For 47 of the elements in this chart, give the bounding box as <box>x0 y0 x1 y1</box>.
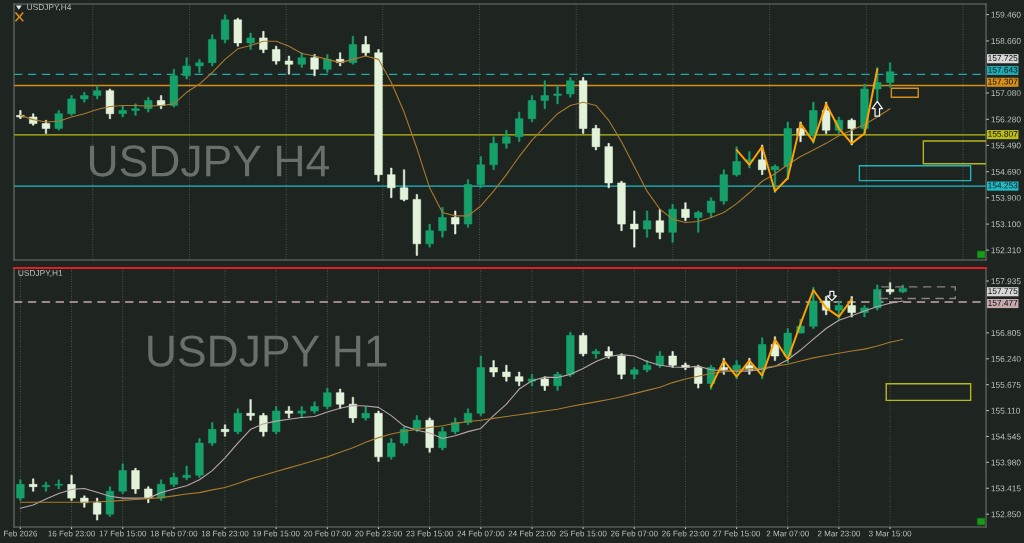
x-tick-label: 16 Feb 23:00 <box>48 530 95 537</box>
y-tick-label: 156.240 <box>991 355 1021 362</box>
y-tick-label: 155.110 <box>991 407 1021 414</box>
x-tick-label: 24 Feb 23:00 <box>508 530 556 537</box>
x-tick-label: 27 Feb 15:00 <box>713 530 761 537</box>
x-tick-label: 26 Feb 07:00 <box>610 530 658 537</box>
y-tick-label: 156.280 <box>991 116 1021 123</box>
text: 157.775 <box>988 288 1018 294</box>
y-tick-label: 155.675 <box>991 381 1021 388</box>
y-tick-label: 152.850 <box>991 511 1021 518</box>
x-tick-label: 26 Feb 23:00 <box>662 530 709 537</box>
x-tick-label: 23 Feb 15:00 <box>406 530 454 537</box>
y-tick-label: 159.460 <box>991 11 1021 18</box>
ref-line-label: 157.307 <box>988 78 1018 85</box>
y-tick-label: 158.660 <box>991 38 1021 44</box>
x-tick-label: 3 Mar 15:00 <box>868 530 912 537</box>
ref-line-label: 154.253 <box>988 182 1018 189</box>
x-tick-label: 19 Feb 15:00 <box>253 530 300 537</box>
annotation: USDJPY H4 <box>89 145 329 177</box>
text: 157.725 <box>988 55 1018 61</box>
y-tick-label: 153.980 <box>991 459 1021 466</box>
chart-title: USDJPY,H4 <box>27 4 72 12</box>
y-tick-label: 155.490 <box>991 142 1021 149</box>
ref-line-label: 157.643 <box>988 66 1018 73</box>
chart-title: USDJPY,H1 <box>18 270 63 277</box>
y-tick-label: 154.545 <box>991 433 1021 440</box>
ref-line-label: 155.807 <box>988 130 1018 137</box>
annotation: USDJPY H1 <box>148 335 387 367</box>
x-tick-label: 20 Feb 23:00 <box>355 530 402 537</box>
x-tick-label: 2 Mar 07:00 <box>766 530 809 537</box>
y-tick-label: 153.100 <box>991 221 1021 228</box>
y-tick-label: 153.900 <box>991 194 1021 201</box>
x-tick-label: Feb 2026 <box>4 530 38 537</box>
y-tick-label: 156.805 <box>991 330 1021 336</box>
y-tick-label: 152.310 <box>991 247 1021 254</box>
ref-line-label: 157.477 <box>988 299 1018 306</box>
x-tick-label: 20 Feb 07:00 <box>304 530 351 537</box>
x-tick-label: 18 Feb 07:00 <box>150 530 198 537</box>
y-tick-label: 157.935 <box>991 278 1021 285</box>
x-tick-label: 2 Mar 23:00 <box>817 530 861 537</box>
x-tick-label: 18 Feb 23:00 <box>201 530 249 537</box>
x-tick-label: 17 Feb 15:00 <box>99 530 147 537</box>
y-tick-label: 157.080 <box>991 90 1021 97</box>
y-tick-label: 154.690 <box>991 168 1021 175</box>
x-tick-label: 24 Feb 07:00 <box>457 530 505 537</box>
x-tick-label: 25 Feb 15:00 <box>559 530 607 537</box>
y-tick-label: 153.415 <box>991 485 1021 492</box>
